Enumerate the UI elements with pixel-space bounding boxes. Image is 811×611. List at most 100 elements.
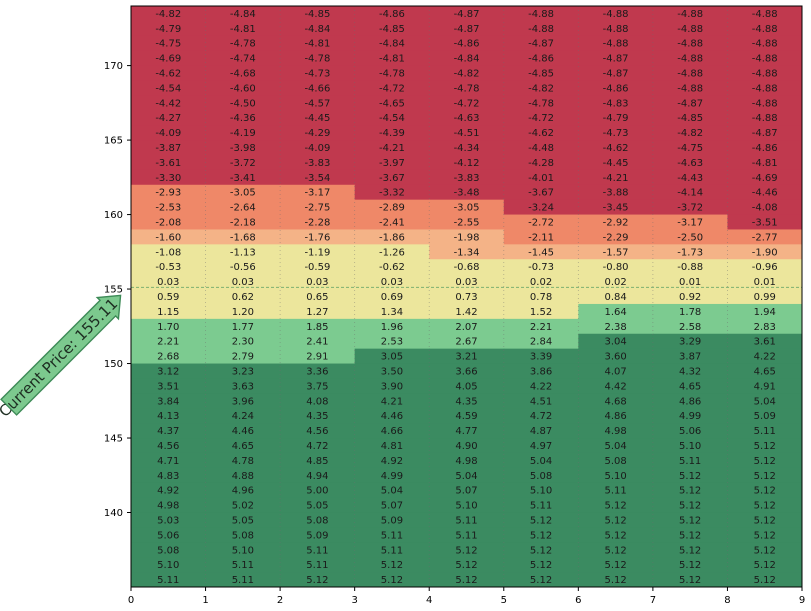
heatmap-cell (652, 95, 729, 111)
heatmap-cell (727, 169, 802, 186)
heatmap-cell (503, 65, 579, 82)
cell-value-label: 5.12 (754, 560, 776, 571)
heatmap-cell (652, 259, 729, 275)
heatmap-cell (429, 50, 505, 67)
heatmap-cell (652, 452, 729, 469)
cell-value-label: -4.88 (603, 9, 629, 20)
heatmap-cell (578, 169, 654, 186)
heatmap-cell (131, 6, 207, 22)
heatmap-cell (280, 378, 356, 394)
cell-value-label: -4.27 (155, 113, 181, 124)
heatmap-cell (354, 154, 430, 171)
cell-value-label: 5.12 (754, 441, 776, 452)
cell-value-label: 5.11 (232, 560, 254, 571)
heatmap-cell (205, 542, 281, 558)
heatmap-cell (727, 363, 802, 380)
heatmap-cell (354, 467, 430, 484)
heatmap-cell (205, 318, 281, 335)
cell-value-label: -1.34 (454, 247, 480, 258)
heatmap-cell (354, 274, 430, 290)
cell-value-label: 3.51 (157, 381, 179, 392)
heatmap-cell (503, 542, 579, 558)
x-tick-label: 9 (799, 595, 805, 606)
heatmap-cell (503, 333, 579, 350)
cell-value-label: 5.08 (157, 545, 179, 556)
cell-value-label: 5.12 (455, 560, 477, 571)
heatmap-cell (727, 110, 802, 126)
cell-value-label: 4.65 (679, 381, 701, 392)
heatmap-cell (652, 378, 729, 394)
cell-value-label: 4.46 (381, 411, 403, 422)
cell-value-label: 5.00 (306, 486, 328, 497)
cell-value-label: -1.13 (230, 247, 256, 258)
heatmap-cell (503, 423, 579, 439)
cell-value-label: 5.10 (232, 545, 254, 556)
cell-value-label: 5.11 (157, 575, 179, 586)
heatmap-cell (727, 303, 802, 320)
heatmap-cell (205, 35, 281, 52)
cell-value-label: 5.11 (381, 545, 403, 556)
cell-value-label: -2.11 (528, 232, 554, 243)
heatmap-cell (131, 65, 207, 82)
heatmap-cell (727, 125, 802, 141)
heatmap-cell (205, 95, 281, 111)
cell-value-label: 2.91 (306, 352, 328, 363)
heatmap-cell (652, 169, 729, 186)
cell-value-label: -4.50 (230, 98, 256, 109)
cell-value-label: -2.89 (379, 203, 405, 214)
cell-value-label: -1.98 (454, 232, 480, 243)
heatmap-cell (727, 497, 802, 514)
cell-value-label: -4.86 (528, 54, 554, 65)
cell-value-label: 1.70 (157, 322, 179, 333)
heatmap-cell (280, 557, 356, 573)
heatmap-cell (429, 214, 505, 231)
heatmap-cell (652, 80, 729, 96)
heatmap-cell (652, 467, 729, 484)
cell-value-label: 4.77 (455, 426, 477, 437)
cell-value-label: 3.50 (381, 366, 403, 377)
heatmap-cell (354, 393, 430, 409)
heatmap-cell (727, 154, 802, 171)
heatmap-cell (131, 497, 207, 514)
cell-value-label: 1.27 (306, 307, 328, 318)
cell-value-label: -4.68 (230, 69, 256, 80)
cell-value-label: 0.03 (455, 277, 477, 288)
cell-value-label: -4.73 (304, 69, 330, 80)
heatmap-cell (429, 140, 505, 156)
heatmap-cell (131, 303, 207, 320)
heatmap-cell (131, 244, 207, 260)
heatmap-cell (652, 482, 729, 499)
heatmap-cell (205, 125, 281, 141)
cell-value-label: 5.12 (455, 575, 477, 586)
heatmap-cell (280, 423, 356, 439)
cell-value-label: -0.59 (304, 262, 330, 273)
heatmap-cell (503, 303, 579, 320)
heatmap-cell (727, 423, 802, 439)
heatmap-cell (652, 184, 729, 201)
cell-value-label: 5.03 (157, 515, 179, 526)
cell-value-label: 5.11 (455, 530, 477, 541)
y-tick-label: 150 (104, 359, 123, 370)
cell-value-label: -4.36 (230, 113, 256, 124)
cell-value-label: -4.88 (752, 39, 778, 50)
cell-value-label: 4.98 (604, 426, 626, 437)
heatmap-cell (280, 527, 356, 543)
cell-value-label: 5.11 (306, 560, 328, 571)
cell-value-label: -3.48 (454, 188, 480, 199)
cell-value-label: 4.56 (157, 441, 179, 452)
heatmap-cell (503, 497, 579, 514)
cell-value-label: 5.04 (604, 441, 626, 452)
current-price-arrow (0, 294, 122, 416)
cell-value-label: 5.11 (455, 515, 477, 526)
heatmap-cell (503, 20, 579, 37)
heatmap-cell (429, 229, 505, 245)
cell-value-label: 4.90 (455, 441, 477, 452)
cell-value-label: 5.12 (530, 560, 552, 571)
heatmap-cell (131, 140, 207, 156)
heatmap-cell (429, 169, 505, 186)
heatmap-cell (205, 438, 281, 454)
cell-value-label: -4.74 (230, 54, 256, 65)
heatmap-cell (652, 527, 729, 543)
cell-value-label: -1.76 (304, 232, 330, 243)
